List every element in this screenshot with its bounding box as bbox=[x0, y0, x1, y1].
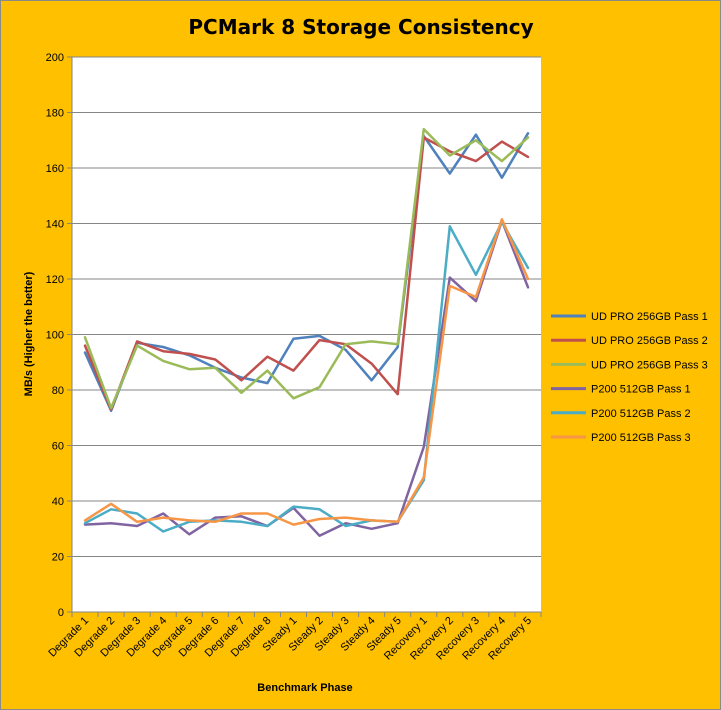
chart-title: PCMark 8 Storage Consistency bbox=[188, 15, 533, 39]
y-tick-label: 60 bbox=[52, 441, 64, 453]
series-line bbox=[83, 218, 530, 526]
series-lines bbox=[83, 127, 530, 537]
y-tick-label: 20 bbox=[52, 552, 64, 564]
y-tick-label: 80 bbox=[52, 385, 64, 397]
legend-label: P200 512GB Pass 2 bbox=[591, 408, 691, 420]
y-tick-label: 160 bbox=[46, 163, 64, 175]
series-line bbox=[83, 127, 530, 410]
series-line bbox=[83, 220, 530, 533]
y-axis-ticks: 0 20 40 60 80 100 120 140 160 180 200 bbox=[46, 52, 72, 619]
legend-label: UD PRO 256GB Pass 2 bbox=[591, 335, 708, 347]
y-tick-label: 180 bbox=[46, 108, 64, 120]
y-tick-label: 120 bbox=[46, 274, 64, 286]
y-tick-label: 40 bbox=[52, 496, 64, 508]
x-axis-title: Benchmark Phase bbox=[257, 682, 352, 694]
legend: UD PRO 256GB Pass 1 UD PRO 256GB Pass 2 UD… bbox=[551, 311, 708, 444]
legend-label: UD PRO 256GB Pass 1 bbox=[591, 311, 708, 323]
y-tick-label: 140 bbox=[46, 219, 64, 231]
series-line bbox=[83, 132, 530, 413]
gridlines bbox=[71, 56, 541, 613]
legend-label: P200 512GB Pass 1 bbox=[591, 384, 691, 396]
legend-label: P200 512GB Pass 3 bbox=[591, 432, 691, 444]
legend-label: UD PRO 256GB Pass 3 bbox=[591, 359, 708, 371]
y-tick-label: 100 bbox=[46, 330, 64, 342]
y-tick-label: 0 bbox=[58, 607, 64, 619]
y-tick-label: 200 bbox=[46, 52, 64, 64]
y-axis-title: MB/s (Higher the better) bbox=[23, 271, 35, 396]
